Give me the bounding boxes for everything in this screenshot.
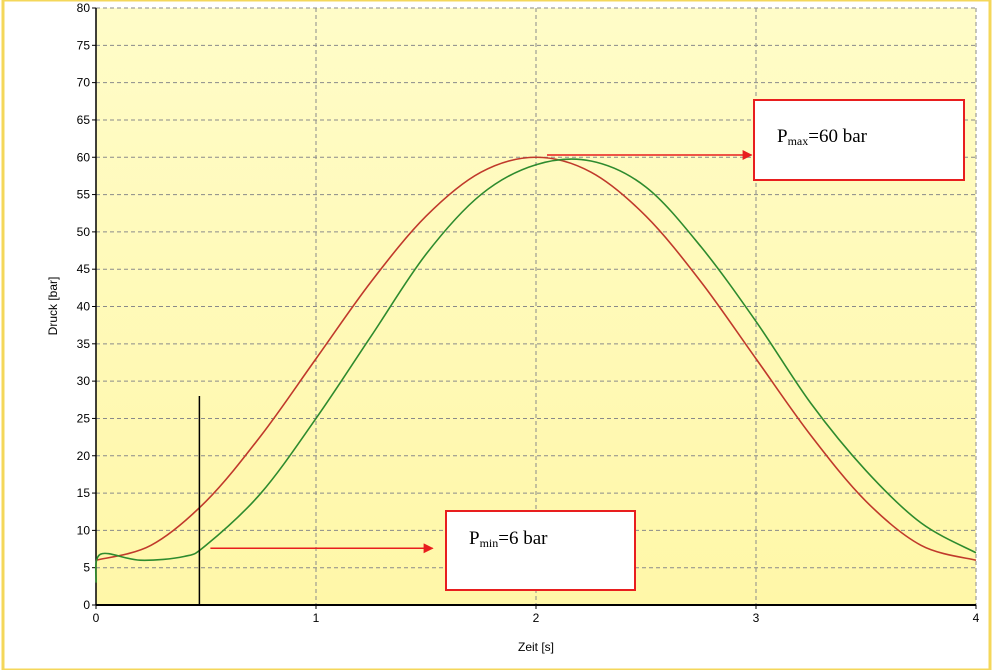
y-tick-label: 30 bbox=[77, 374, 91, 388]
annotation-arrows bbox=[210, 150, 753, 554]
x-tick-label: 3 bbox=[753, 611, 760, 625]
pmin-value: =6 bar bbox=[498, 528, 548, 549]
y-tick-label: 45 bbox=[77, 262, 91, 276]
y-tick-label: 60 bbox=[77, 150, 91, 164]
pmin-symbol: P bbox=[469, 528, 480, 549]
pmin-annotation: Pmin=6 bar bbox=[445, 510, 636, 591]
y-tick-label: 15 bbox=[77, 486, 91, 500]
x-tick-label: 0 bbox=[93, 611, 100, 625]
y-tick-label: 35 bbox=[77, 337, 91, 351]
pmax-symbol: P bbox=[777, 126, 788, 147]
y-tick-label: 20 bbox=[77, 449, 91, 463]
series-group bbox=[94, 156, 977, 605]
pmax-value: =60 bar bbox=[808, 126, 867, 147]
pmax-subscript: max bbox=[787, 134, 809, 148]
x-tick-label: 2 bbox=[533, 611, 540, 625]
x-tick-label: 1 bbox=[313, 611, 320, 625]
y-tick-label: 65 bbox=[77, 113, 91, 127]
y-tick-label: 40 bbox=[77, 300, 91, 314]
y-tick-label: 5 bbox=[83, 561, 90, 575]
axes: 0 5 10 15 20 25 30 35 40 45 50 55 60 65 70 75 80 0 1 2 3 4 bbox=[77, 1, 980, 625]
y-axis-label: Druck [bar] bbox=[46, 277, 60, 336]
y-tick-label: 10 bbox=[77, 523, 91, 537]
series-line-2 bbox=[94, 158, 977, 583]
pmax-annotation: Pmax=60 bar bbox=[753, 99, 965, 181]
y-tick-label: 75 bbox=[77, 38, 91, 52]
x-axis-label: Zeit [s] bbox=[518, 640, 554, 654]
y-tick-label: 55 bbox=[77, 188, 91, 202]
series-line-1 bbox=[95, 156, 977, 561]
y-tick-label: 0 bbox=[83, 598, 90, 612]
y-tick-label: 50 bbox=[77, 225, 91, 239]
pmin-subscript: min bbox=[479, 536, 499, 550]
y-tick-label: 70 bbox=[77, 76, 91, 90]
y-tick-label: 25 bbox=[77, 411, 91, 425]
x-tick-label: 4 bbox=[973, 611, 980, 625]
y-tick-label: 80 bbox=[77, 1, 91, 15]
